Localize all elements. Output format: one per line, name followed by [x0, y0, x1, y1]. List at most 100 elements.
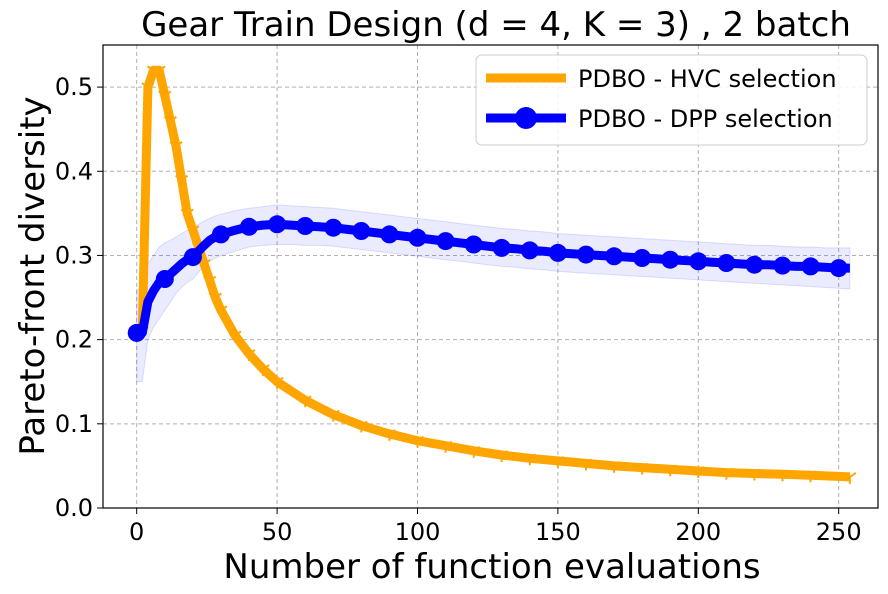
- dpp-point: [324, 218, 343, 237]
- x-tick-label: 200: [675, 518, 721, 546]
- hvc-marker: [719, 467, 733, 480]
- hvc-marker: [439, 440, 453, 453]
- dpp-point: [296, 217, 315, 235]
- y-tick-label: 0.4: [55, 157, 93, 185]
- hvc-marker: [691, 466, 705, 478]
- hvc-point: [635, 462, 649, 475]
- hvc-marker: [635, 462, 649, 475]
- plot-frame: [102, 44, 879, 509]
- hvc-point: [719, 467, 733, 480]
- hvc-point: [242, 349, 256, 361]
- hvc-marker: [175, 174, 189, 187]
- hvc-point: [439, 440, 453, 453]
- dpp-point: [380, 225, 399, 244]
- dpp-point: [520, 241, 539, 260]
- hvc-marker: [208, 292, 222, 305]
- dpp-point: [268, 215, 287, 234]
- legend-label-hvc: PDBO - HVC selection: [578, 65, 837, 93]
- dpp-point: [436, 232, 455, 251]
- hvc-point: [607, 461, 621, 473]
- hvc-point: [467, 445, 481, 458]
- hvc-point: [141, 82, 155, 95]
- hvc-point: [326, 409, 340, 422]
- dpp-confidence-band: [136, 204, 851, 383]
- hvc-marker: [663, 464, 677, 477]
- y-tick-label: 0.0: [55, 494, 93, 522]
- dpp-point: [211, 225, 230, 244]
- x-tick-label: 250: [816, 518, 862, 546]
- hvc-marker: [354, 420, 368, 433]
- hvc-point: [180, 208, 194, 221]
- hvc-point: [410, 435, 425, 448]
- hvc-point: [158, 90, 172, 103]
- dpp-point: [408, 228, 427, 247]
- dpp-point: [661, 250, 680, 269]
- hvc-point: [208, 292, 222, 305]
- hvc-marker: [382, 429, 396, 441]
- x-tick-label: 50: [262, 518, 293, 546]
- ticks: 0 50 100 150 200 250 0.0 0.1 0.2 0.3 0.4 0.5: [55, 73, 862, 546]
- hvc-marker: [163, 115, 177, 128]
- y-tick-label: 0.3: [55, 241, 93, 269]
- hvc-marker: [747, 468, 761, 481]
- y-axis-label: Pareto-front diversity: [13, 96, 53, 455]
- hvc-marker: [607, 461, 621, 473]
- dpp-point: [689, 252, 708, 271]
- dpp-point: [240, 217, 258, 236]
- hvc-marker: [270, 376, 284, 389]
- hvc-marker: [775, 469, 790, 482]
- legend-box: [475, 54, 868, 146]
- hvc-marker: [256, 364, 270, 377]
- hvc-marker: [152, 65, 166, 78]
- hvc-point: [382, 429, 396, 441]
- hvc-marker: [551, 456, 565, 468]
- hvc-marker: [186, 225, 200, 238]
- hvc-point: [298, 395, 312, 408]
- series-line-hvc: [136, 65, 851, 482]
- dpp-point: [464, 235, 483, 254]
- dpp-point: [773, 256, 792, 275]
- hvc-point: [152, 65, 166, 78]
- hvc-marker: [228, 330, 242, 343]
- hvc-point: [214, 305, 228, 318]
- hvc-marker: [242, 349, 256, 361]
- legend-marker-dpp: [515, 107, 537, 129]
- x-tick-label: 0: [129, 518, 144, 546]
- hvc-point: [523, 453, 537, 466]
- hvc-point: [256, 364, 270, 377]
- hvc-marker: [804, 470, 818, 483]
- hvc-point: [551, 456, 565, 468]
- legend-label-dpp: PDBO - DPP selection: [578, 105, 833, 133]
- dpp-point: [548, 243, 567, 262]
- dpp-point: [717, 254, 736, 272]
- hvc-marker: [326, 409, 340, 422]
- hvc-point: [228, 330, 242, 343]
- series-layer: [127, 65, 857, 484]
- x-tick-label: 150: [535, 518, 581, 546]
- dpp-point: [577, 245, 595, 264]
- dpp-point: [183, 248, 202, 267]
- dpp-point: [155, 270, 174, 288]
- hvc-point: [175, 174, 189, 187]
- hvc-point: [663, 464, 677, 477]
- y-tick-label: 0.2: [55, 326, 93, 354]
- hvc-marker: [141, 82, 155, 95]
- hvc-point: [169, 141, 183, 153]
- y-tick-label: 0.5: [55, 73, 93, 101]
- hvc-point: [775, 469, 790, 482]
- dpp-point: [745, 255, 764, 274]
- dpp-point: [127, 323, 146, 342]
- hvc-point: [270, 376, 284, 389]
- hvc-marker: [523, 453, 537, 466]
- hvc-point: [843, 472, 857, 484]
- x-axis-label: Number of function evaluations: [223, 547, 760, 587]
- hvc-marker: [169, 141, 183, 153]
- hvc-point: [495, 450, 509, 462]
- dpp-point: [352, 222, 371, 240]
- confidence-band: [136, 204, 851, 383]
- hvc-point: [203, 275, 217, 288]
- hvc-marker: [495, 450, 509, 462]
- dpp-point: [633, 249, 652, 267]
- hvc-point: [163, 115, 177, 128]
